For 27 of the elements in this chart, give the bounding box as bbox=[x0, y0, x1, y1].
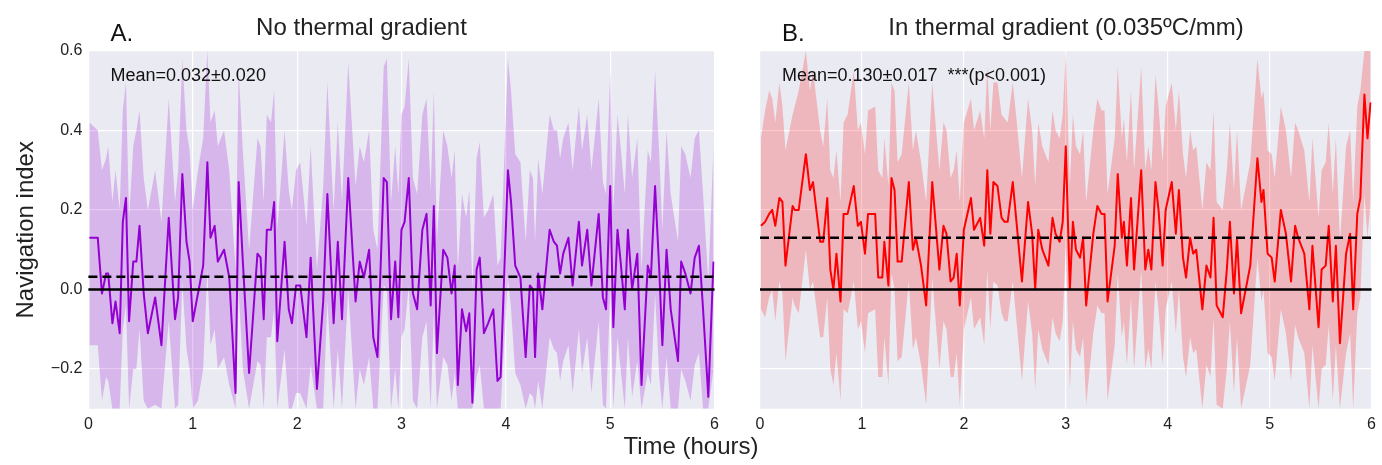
x-tick-label: 0 bbox=[755, 414, 765, 432]
text: A. bbox=[110, 18, 134, 46]
y-axis-title: Navigation index bbox=[11, 141, 39, 319]
chart-title: In thermal gradient (0.035ºC/mm) bbox=[888, 13, 1244, 41]
y-tick-label: 0.2 bbox=[60, 200, 83, 218]
text: B. bbox=[782, 18, 805, 46]
annotation: Mean=0.130±0.017 ***(p<0.001) bbox=[782, 64, 1047, 85]
x-tick-label: 4 bbox=[501, 414, 511, 432]
x-tick-label: 0 bbox=[83, 414, 93, 432]
y-tick-label: 0.4 bbox=[60, 120, 83, 138]
x-tick-label: 1 bbox=[857, 414, 867, 432]
y-tick-label: −0.2 bbox=[50, 359, 83, 377]
x-tick-label: 2 bbox=[292, 414, 302, 432]
annotation: Mean=0.032±0.020 bbox=[110, 64, 266, 85]
chart-title: No thermal gradient bbox=[256, 13, 468, 41]
x-tick-label: 2 bbox=[959, 414, 969, 432]
x-tick-label: 4 bbox=[1163, 414, 1173, 432]
x-tick-label: 6 bbox=[710, 414, 720, 432]
x-tick-label: 5 bbox=[1265, 414, 1275, 432]
x-axis-title: Time (hours) bbox=[622, 432, 760, 460]
x-tick-label: 3 bbox=[397, 414, 407, 432]
x-tick-label: 1 bbox=[188, 414, 198, 432]
y-tick-label: 0.6 bbox=[60, 41, 83, 59]
y-tick-label: 0.0 bbox=[60, 279, 83, 297]
x-tick-label: 3 bbox=[1061, 414, 1071, 432]
x-tick-label: 6 bbox=[1367, 414, 1377, 432]
x-tick-label: 5 bbox=[605, 414, 615, 432]
